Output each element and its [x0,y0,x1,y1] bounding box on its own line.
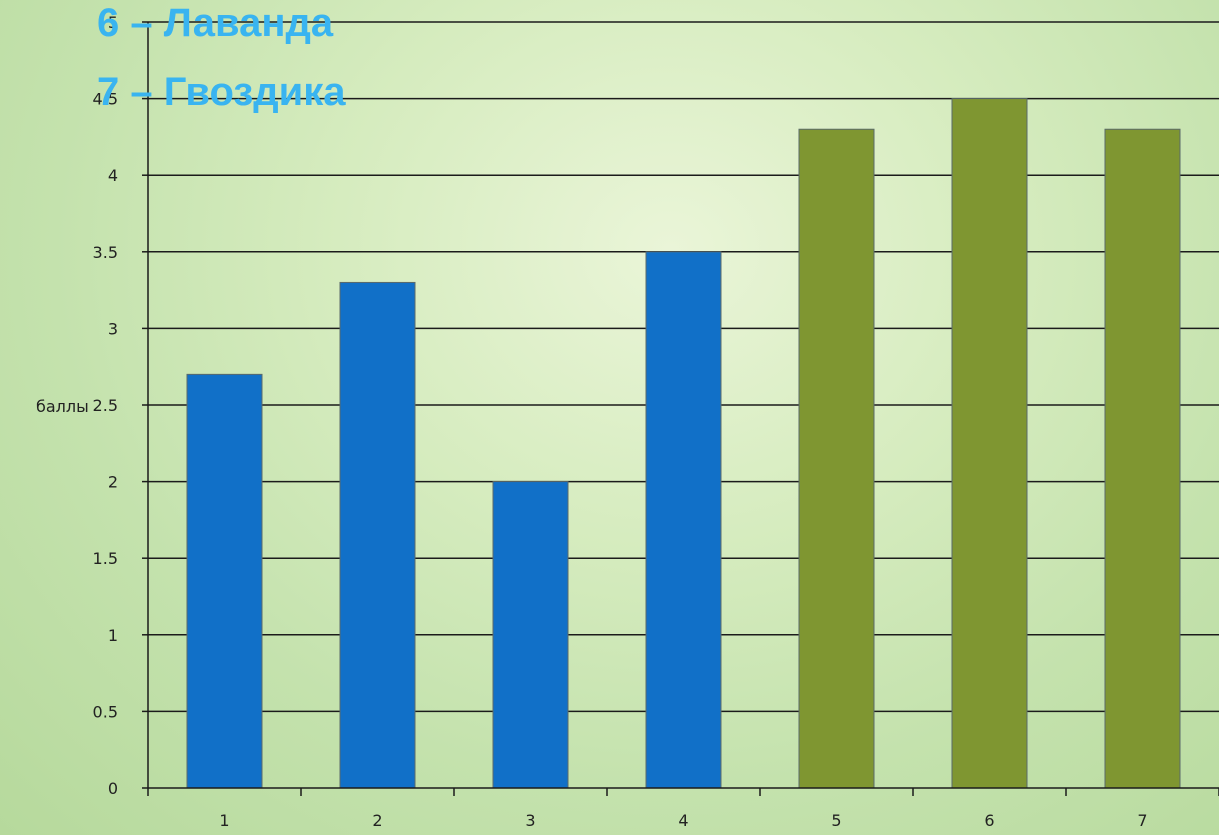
x-tick-labels: 1 2 3 4 5 6 7 [147,788,1219,830]
bar-2 [339,281,416,789]
y-tick-label: 5 [108,13,118,32]
y-tick-label: 0.5 [93,702,118,721]
x-tick-label: 2 [372,811,382,830]
y-tick-label: 1 [108,626,118,645]
bar-1 [186,373,263,789]
x-tick-label: 5 [831,811,841,830]
x-tick-label: 4 [678,811,688,830]
y-tick-label: 3 [108,319,118,338]
y-tick-label: 2 [108,473,118,492]
y-tick-label: 2.5 [93,396,118,415]
x-tick-label: 6 [984,811,994,830]
y-axis-label: баллы [36,397,89,416]
bar-4 [645,251,722,789]
bar-6 [951,98,1028,789]
y-tick-label: 4.5 [93,90,118,109]
x-tick-label: 7 [1137,811,1147,830]
bar-7 [1104,128,1181,789]
bars [186,98,1181,789]
x-tick-label: 1 [219,811,229,830]
legend-item-6: 6 – Лаванда [97,1,334,45]
legend-item-7: 7 – Гвоздика [97,70,346,114]
bar-5 [798,128,875,789]
y-tick-label: 0 [108,779,118,798]
x-tick-label: 3 [525,811,535,830]
y-tick-labels: 0 0.5 1 1.5 2 2.5 3 3.5 4 4.5 5 [93,13,148,798]
y-tick-label: 4 [108,166,118,185]
y-tick-label: 3.5 [93,243,118,262]
y-tick-label: 1.5 [93,549,118,568]
bar-3 [492,481,569,789]
